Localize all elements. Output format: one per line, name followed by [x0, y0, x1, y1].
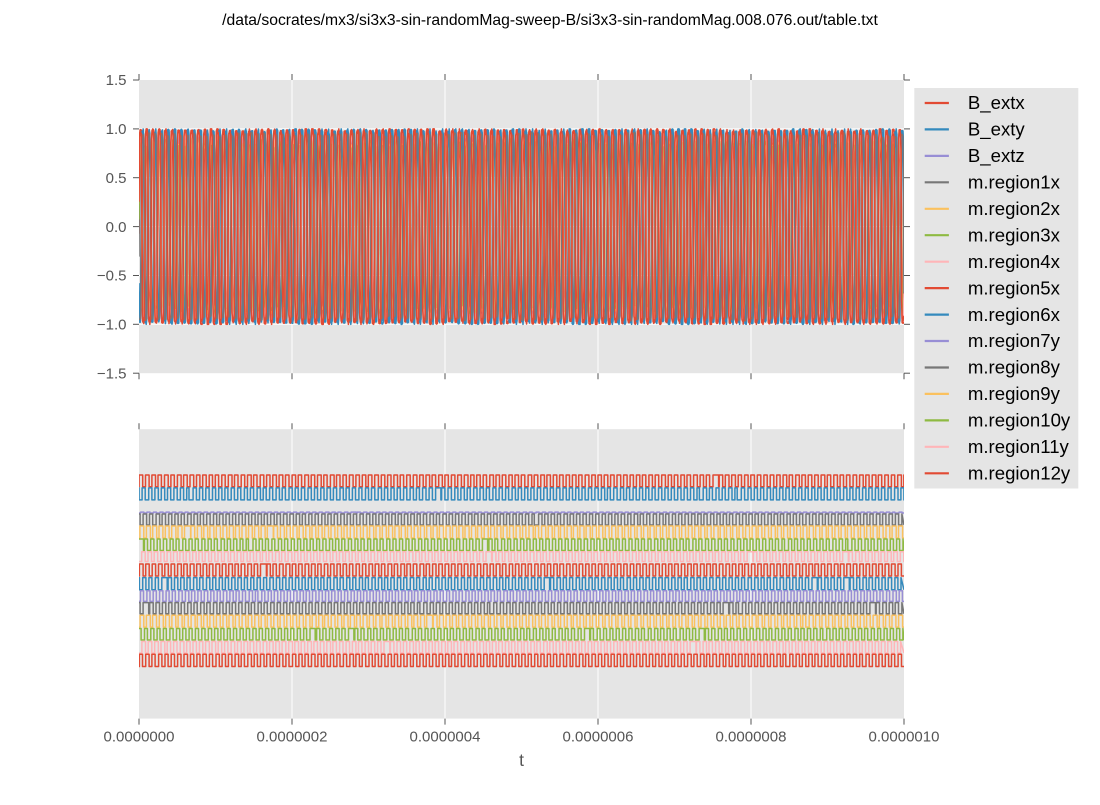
svg-text:0.0000000: 0.0000000	[104, 729, 175, 746]
svg-text:m.region6x: m.region6x	[968, 304, 1061, 325]
svg-text:0.5: 0.5	[106, 170, 127, 187]
svg-text:m.region11y: m.region11y	[968, 436, 1070, 457]
svg-text:t: t	[519, 750, 524, 770]
svg-text:B_exty: B_exty	[968, 119, 1026, 141]
svg-text:B_extx: B_extx	[968, 92, 1026, 114]
svg-text:m.region3x: m.region3x	[968, 224, 1061, 245]
svg-text:1.5: 1.5	[106, 72, 127, 89]
svg-text:/data/socrates/mx3/si3x3-sin-r: /data/socrates/mx3/si3x3-sin-randomMag-s…	[222, 12, 878, 29]
svg-text:m.region12y: m.region12y	[968, 463, 1071, 484]
svg-text:−1.5: −1.5	[97, 365, 127, 382]
svg-text:m.region2x: m.region2x	[968, 198, 1061, 219]
svg-text:m.region9y: m.region9y	[968, 383, 1061, 404]
svg-text:m.region10y: m.region10y	[968, 410, 1071, 431]
svg-text:m.region1x: m.region1x	[968, 172, 1061, 193]
svg-text:−0.5: −0.5	[97, 268, 127, 285]
svg-text:m.region7y: m.region7y	[968, 330, 1061, 351]
svg-text:0.0000008: 0.0000008	[716, 729, 787, 746]
svg-text:B_extz: B_extz	[968, 145, 1025, 167]
svg-text:m.region8y: m.region8y	[968, 357, 1061, 378]
svg-text:−1.0: −1.0	[97, 317, 127, 334]
svg-text:0.0000006: 0.0000006	[563, 729, 634, 746]
svg-text:m.region4x: m.region4x	[968, 251, 1061, 272]
svg-text:0.0000002: 0.0000002	[257, 729, 328, 746]
svg-text:0.0: 0.0	[106, 219, 127, 236]
svg-text:m.region5x: m.region5x	[968, 277, 1061, 298]
svg-text:0.0000004: 0.0000004	[410, 729, 481, 746]
svg-text:0.0000010: 0.0000010	[869, 729, 940, 746]
svg-text:1.0: 1.0	[106, 121, 127, 138]
